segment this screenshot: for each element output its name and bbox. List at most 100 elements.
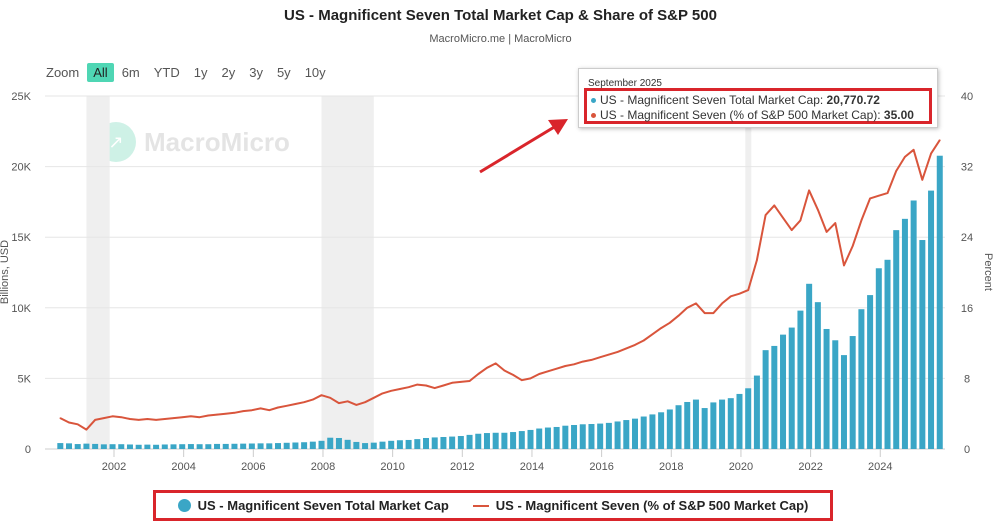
y-left-tick-label: 5K <box>18 373 32 385</box>
share-point <box>198 416 201 419</box>
share-point <box>825 231 828 233</box>
market-cap-bar <box>135 444 142 449</box>
share-point <box>76 423 79 426</box>
zoom-ytd-button[interactable]: YTD <box>153 65 180 80</box>
market-cap-bar <box>309 441 316 449</box>
share-point <box>599 356 601 359</box>
tooltip-label: US - Magnificent Seven Total Market Cap: <box>600 93 827 107</box>
share-line <box>59 139 941 431</box>
share-point <box>808 189 810 192</box>
tooltip-row-share: US - Magnificent Seven (% of S&P 500 Mar… <box>591 108 929 123</box>
market-cap-bar <box>780 334 787 449</box>
market-cap-bar <box>605 422 612 449</box>
share-point <box>216 413 218 416</box>
share-point <box>547 370 549 373</box>
share-point <box>103 417 105 419</box>
share-point <box>303 401 305 404</box>
market-cap-bar <box>405 439 412 449</box>
legend-label: US - Magnificent Seven (% of S&P 500 Mar… <box>495 498 809 513</box>
share-point <box>94 419 96 421</box>
zoom-6m-button[interactable]: 6m <box>121 65 140 80</box>
share-point <box>503 369 506 372</box>
share-point <box>433 387 436 389</box>
share-point <box>181 416 184 419</box>
share-point <box>451 382 453 384</box>
market-cap-bar <box>649 414 656 449</box>
market-cap-bar <box>100 444 107 449</box>
zoom-1y-button[interactable]: 1y <box>193 65 208 80</box>
share-point <box>285 404 288 407</box>
share-point <box>521 379 523 381</box>
y-left-tick-label: 15K <box>11 232 31 244</box>
chart-subtitle: MacroMicro.me | MacroMicro <box>429 33 572 45</box>
market-cap-bar <box>379 441 386 449</box>
market-cap-bar <box>753 375 760 449</box>
market-cap-bar <box>797 310 804 449</box>
market-cap-bar <box>327 437 334 449</box>
market-cap-bar <box>562 425 569 449</box>
y-right-tick-label: 32 <box>961 162 973 174</box>
share-point <box>312 398 314 401</box>
zoom-all-button[interactable]: All <box>87 63 114 82</box>
chart-title: US - Magnificent Seven Total Market Cap … <box>284 7 717 24</box>
zoom-3y-button[interactable]: 3y <box>249 65 263 80</box>
share-point <box>886 192 889 194</box>
share-point <box>930 152 932 155</box>
share-point <box>608 353 610 356</box>
share-point <box>120 416 123 419</box>
share-point <box>564 365 567 367</box>
market-cap-bar <box>840 355 847 449</box>
x-tick-label: 2010 <box>380 461 404 473</box>
share-point <box>677 314 680 317</box>
market-cap-bar <box>658 412 665 449</box>
zoom-bar: Zoom All 6m YTD 1y 2y 3y 5y 10y <box>46 63 334 82</box>
market-cap-bar <box>771 345 778 449</box>
market-cap-bar <box>66 443 73 449</box>
share-point <box>372 397 375 399</box>
x-tick-label: 2020 <box>729 461 753 473</box>
market-cap-bar <box>701 408 708 449</box>
y-right-tick-label: 40 <box>961 91 973 103</box>
market-cap-bar <box>449 436 456 449</box>
market-cap-bar <box>187 444 194 449</box>
zoom-2y-button[interactable]: 2y <box>221 65 236 80</box>
tooltip-value: 20,770.72 <box>826 93 880 107</box>
share-point <box>425 384 427 387</box>
share-point <box>869 197 871 200</box>
share-point <box>721 302 723 305</box>
market-cap-bar <box>257 443 264 449</box>
share-point <box>259 407 262 410</box>
share-point <box>712 312 715 314</box>
market-cap-bar <box>544 427 551 449</box>
zoom-10y-button[interactable]: 10y <box>304 65 326 80</box>
share-point <box>494 362 497 365</box>
share-point <box>399 388 401 390</box>
share-point <box>703 312 706 314</box>
share-point <box>251 409 253 411</box>
market-cap-bar <box>814 302 821 449</box>
legend-item-share[interactable]: US - Magnificent Seven (% of S&P 500 Mar… <box>472 498 809 513</box>
market-cap-bar <box>118 444 125 449</box>
share-point <box>442 384 445 387</box>
share-point <box>590 359 593 361</box>
share-point <box>878 194 880 197</box>
market-cap-bar <box>614 421 621 449</box>
market-cap-bar <box>222 443 229 449</box>
legend-item-market-cap[interactable]: US - Magnificent Seven Total Market Cap <box>177 498 449 513</box>
legend-line-icon <box>472 504 489 507</box>
market-cap-bar <box>388 440 395 449</box>
y-right-tick-label: 16 <box>961 303 973 315</box>
zoom-5y-button[interactable]: 5y <box>276 65 291 80</box>
market-cap-bar <box>335 437 342 449</box>
share-point <box>242 410 244 412</box>
share-point <box>747 289 749 291</box>
share-point <box>129 418 131 420</box>
market-cap-bar <box>483 433 490 449</box>
share-point <box>364 401 366 404</box>
y-right-tick-label: 24 <box>961 232 973 244</box>
market-cap-bar <box>919 240 926 449</box>
share-point <box>277 406 279 409</box>
market-cap-bar <box>692 399 699 449</box>
share-point <box>207 414 210 417</box>
share-point <box>146 418 149 420</box>
